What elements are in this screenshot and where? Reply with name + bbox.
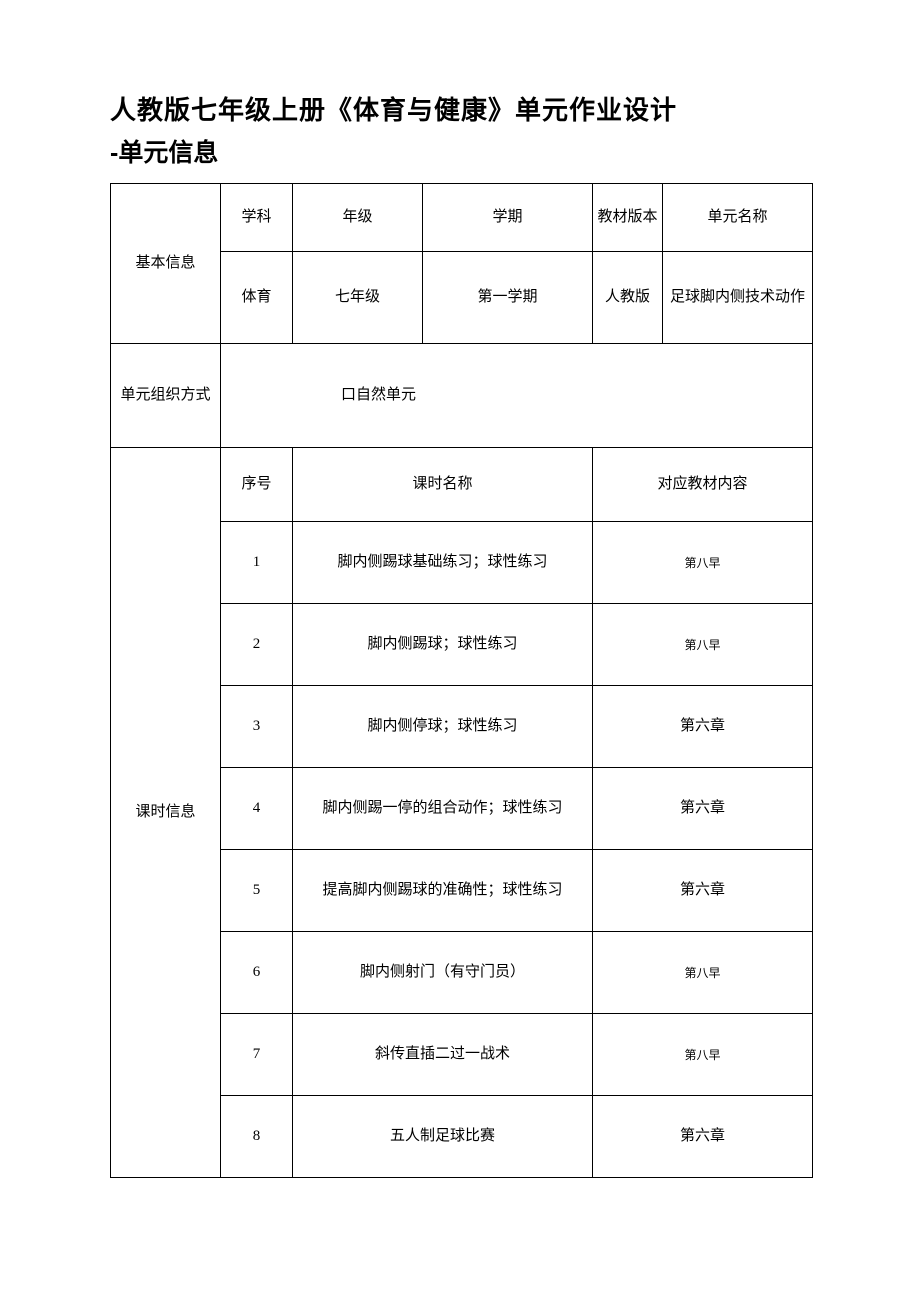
- header-grade: 年级: [293, 184, 423, 252]
- lesson-name: 脚内侧停球；球性练习: [293, 686, 593, 768]
- value-term: 第一学期: [423, 252, 593, 344]
- lesson-content: 第六章: [593, 768, 813, 850]
- lesson-name: 提高脚内侧踢球的准确性；球性练习: [293, 850, 593, 932]
- lesson-name: 脚内侧踢一停的组合动作；球性练习: [293, 768, 593, 850]
- value-version: 人教版: [593, 252, 663, 344]
- lesson-name: 斜传直插二过一战术: [293, 1014, 593, 1096]
- col-name: 课时名称: [293, 448, 593, 522]
- lesson-seq: 5: [221, 850, 293, 932]
- col-content: 对应教材内容: [593, 448, 813, 522]
- basic-info-label: 基本信息: [111, 184, 221, 344]
- header-unit-name: 单元名称: [663, 184, 813, 252]
- value-unit-name: 足球脚内侧技术动作: [663, 252, 813, 344]
- value-subject: 体育: [221, 252, 293, 344]
- lesson-seq: 6: [221, 932, 293, 1014]
- lesson-seq: 3: [221, 686, 293, 768]
- org-value: 口自然单元: [221, 344, 813, 448]
- doc-title: 人教版七年级上册《体育与健康》单元作业设计: [110, 90, 820, 127]
- lesson-seq: 8: [221, 1096, 293, 1178]
- lesson-content: 第八早: [593, 932, 813, 1014]
- header-subject: 学科: [221, 184, 293, 252]
- header-version: 教材版本: [593, 184, 663, 252]
- lesson-seq: 4: [221, 768, 293, 850]
- lesson-content: 第六章: [593, 850, 813, 932]
- lesson-content: 第六章: [593, 1096, 813, 1178]
- table-row: 单元组织方式 口自然单元: [111, 344, 813, 448]
- lesson-content: 第六章: [593, 686, 813, 768]
- table-row: 课时信息 序号 课时名称 对应教材内容: [111, 448, 813, 522]
- lessons-section-label: 课时信息: [111, 448, 221, 1178]
- lesson-content: 第八早: [593, 1014, 813, 1096]
- lesson-name: 脚内侧踢球；球性练习: [293, 604, 593, 686]
- value-grade: 七年级: [293, 252, 423, 344]
- header-term: 学期: [423, 184, 593, 252]
- org-label: 单元组织方式: [111, 344, 221, 448]
- lesson-name: 脚内侧射门（有守门员）: [293, 932, 593, 1014]
- lesson-seq: 7: [221, 1014, 293, 1096]
- lesson-name: 脚内侧踢球基础练习；球性练习: [293, 522, 593, 604]
- lesson-name: 五人制足球比赛: [293, 1096, 593, 1178]
- main-table: 基本信息 学科 年级 学期 教材版本 单元名称 体育 七年级 第一学期 人教版 …: [110, 183, 813, 1178]
- lesson-content: 第八早: [593, 522, 813, 604]
- col-seq: 序号: [221, 448, 293, 522]
- lesson-seq: 2: [221, 604, 293, 686]
- doc-subtitle: -单元信息: [110, 133, 820, 169]
- lesson-content: 第八早: [593, 604, 813, 686]
- table-row: 基本信息 学科 年级 学期 教材版本 单元名称: [111, 184, 813, 252]
- lesson-seq: 1: [221, 522, 293, 604]
